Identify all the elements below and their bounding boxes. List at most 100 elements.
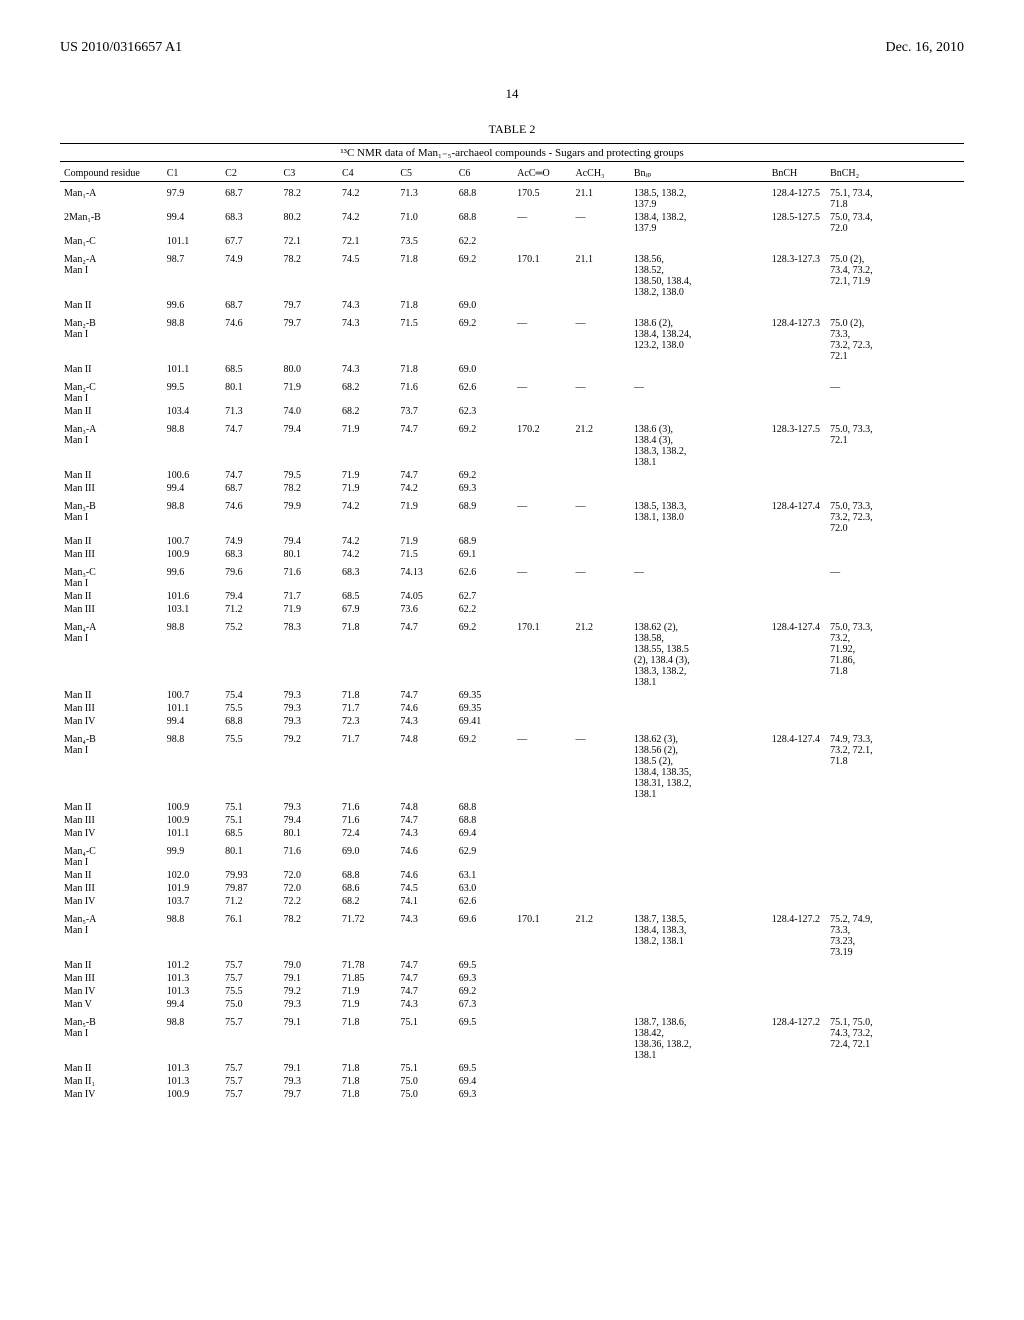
- table-cell: 100.9: [163, 548, 221, 561]
- table-cell: Man II: [60, 1062, 163, 1075]
- table-cell: [826, 998, 964, 1011]
- table-cell: 79.2: [280, 985, 338, 998]
- table-cell: 74.9, 73.3, 73.2, 72.1, 71.8: [826, 728, 964, 801]
- table-cell: [826, 801, 964, 814]
- table-cell: [513, 801, 571, 814]
- table-cell: 62.9: [455, 840, 513, 869]
- table-cell: 74.6: [396, 840, 454, 869]
- table-cell: [768, 1088, 826, 1101]
- table-cell: 74.3: [338, 363, 396, 376]
- table-cell: 78.2: [280, 908, 338, 959]
- table-cell: [572, 469, 630, 482]
- table-cell: 62.3: [455, 405, 513, 418]
- table-cell: [826, 869, 964, 882]
- table-cell: 98.7: [163, 248, 221, 299]
- table-cell: 80.0: [280, 363, 338, 376]
- table-cell: 74.6: [221, 312, 279, 363]
- table-cell: 101.3: [163, 1075, 221, 1088]
- table-cell: 97.9: [163, 182, 221, 212]
- table-cell: 67.7: [221, 235, 279, 248]
- table-cell: Man₁-A: [60, 182, 163, 212]
- table-cell: 99.6: [163, 561, 221, 590]
- table-cell: 98.8: [163, 312, 221, 363]
- table-cell: 80.2: [280, 211, 338, 235]
- table-cell: [768, 702, 826, 715]
- table-cell: [572, 869, 630, 882]
- table-cell: 74.2: [338, 495, 396, 535]
- table-cell: 98.8: [163, 908, 221, 959]
- table-cell: 71.9: [396, 495, 454, 535]
- table-cell: [572, 363, 630, 376]
- table-cell: 74.2: [338, 182, 396, 212]
- table-cell: 71.3: [221, 405, 279, 418]
- table-row: Man II100.775.479.371.874.769.35: [60, 689, 964, 702]
- table-cell: Man IV: [60, 1088, 163, 1101]
- table-row: Man₄-A Man I98.875.278.371.874.769.2170.…: [60, 616, 964, 689]
- table-cell: 99.4: [163, 715, 221, 728]
- table-cell: [630, 548, 768, 561]
- table-cell: [630, 1088, 768, 1101]
- table-cell: 138.7, 138.6, 138.42, 138.36, 138.2, 138…: [630, 1011, 768, 1062]
- table-cell: [768, 985, 826, 998]
- table-cell: 69.2: [455, 312, 513, 363]
- table-cell: —: [513, 211, 571, 235]
- table-cell: 63.0: [455, 882, 513, 895]
- table-cell: [513, 235, 571, 248]
- table-cell: [826, 827, 964, 840]
- table-cell: [630, 801, 768, 814]
- table-cell: 71.7: [338, 702, 396, 715]
- table-cell: 74.7: [396, 469, 454, 482]
- table-row: Man II101.168.580.074.371.869.0: [60, 363, 964, 376]
- table-cell: [572, 814, 630, 827]
- table-cell: 71.7: [338, 728, 396, 801]
- table-cell: 69.0: [455, 363, 513, 376]
- table-cell: [572, 689, 630, 702]
- table-cell: 101.6: [163, 590, 221, 603]
- table-cell: 79.6: [221, 561, 279, 590]
- table-cell: 79.4: [280, 535, 338, 548]
- table-cell: 78.2: [280, 482, 338, 495]
- table-cell: 100.9: [163, 801, 221, 814]
- table-cell: 75.1: [396, 1062, 454, 1075]
- table-cell: 79.4: [221, 590, 279, 603]
- table-cell: [826, 1075, 964, 1088]
- table-cell: 101.2: [163, 959, 221, 972]
- table-cell: [826, 603, 964, 616]
- table-cell: 75.1, 73.4, 71.8: [826, 182, 964, 212]
- table-cell: 74.7: [221, 418, 279, 469]
- table-cell: 98.8: [163, 418, 221, 469]
- table-cell: [572, 895, 630, 908]
- table-cell: 68.5: [221, 363, 279, 376]
- table-cell: 71.2: [221, 895, 279, 908]
- table-cell: 71.72: [338, 908, 396, 959]
- table-cell: [768, 548, 826, 561]
- table-row: Man₃-C Man I99.679.671.668.374.1362.6———…: [60, 561, 964, 590]
- table-cell: [826, 548, 964, 561]
- table-cell: Man₃-C Man I: [60, 561, 163, 590]
- table-cell: 72.2: [280, 895, 338, 908]
- table-cell: [572, 882, 630, 895]
- table-row: Man₄-C Man I99.980.171.669.074.662.9: [60, 840, 964, 869]
- table-cell: 71.9: [338, 418, 396, 469]
- table-cell: 71.9: [338, 482, 396, 495]
- table-cell: [768, 235, 826, 248]
- table-cell: 170.5: [513, 182, 571, 212]
- table-cell: 128.4-127.2: [768, 908, 826, 959]
- table-cell: 138.6 (3), 138.4 (3), 138.3, 138.2, 138.…: [630, 418, 768, 469]
- table-cell: [826, 1062, 964, 1075]
- table-cell: [572, 1062, 630, 1075]
- table-cell: 71.8: [338, 1088, 396, 1101]
- table-cell: Man₅-A Man I: [60, 908, 163, 959]
- table-cell: 74.7: [396, 418, 454, 469]
- table-cell: 74.3: [396, 715, 454, 728]
- table-cell: 68.9: [455, 535, 513, 548]
- table-cell: 101.1: [163, 235, 221, 248]
- table-cell: 75.7: [221, 1062, 279, 1075]
- table-cell: 79.7: [280, 1088, 338, 1101]
- table-cell: [826, 482, 964, 495]
- table-cell: [768, 603, 826, 616]
- table-cell: 68.3: [221, 548, 279, 561]
- table-row: Man III100.975.179.471.674.768.8: [60, 814, 964, 827]
- table-cell: 69.2: [455, 728, 513, 801]
- table-cell: —: [572, 495, 630, 535]
